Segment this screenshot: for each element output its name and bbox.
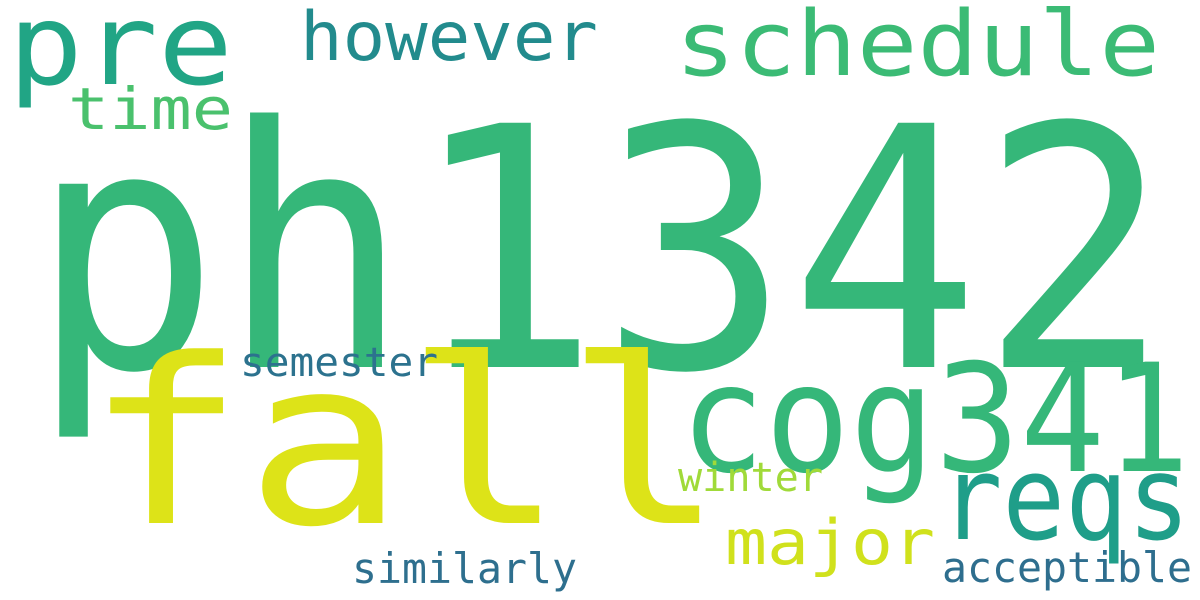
word-semester: semester	[240, 340, 438, 386]
word-similarly: similarly	[352, 544, 577, 593]
word-ph1342: ph1342	[30, 57, 1170, 447]
word-however: however	[300, 0, 598, 77]
word-pre: pre	[8, 0, 233, 111]
word-cog341: cog341	[680, 333, 1190, 507]
word-winter: winter	[678, 455, 823, 501]
word-time: time	[68, 75, 233, 143]
word-major: major	[725, 506, 935, 579]
word-schedule: schedule	[675, 0, 1160, 97]
word-reqs: reqs	[940, 430, 1190, 567]
word-fall: fall	[85, 311, 725, 578]
word-acceptible: acceptible	[942, 543, 1192, 592]
